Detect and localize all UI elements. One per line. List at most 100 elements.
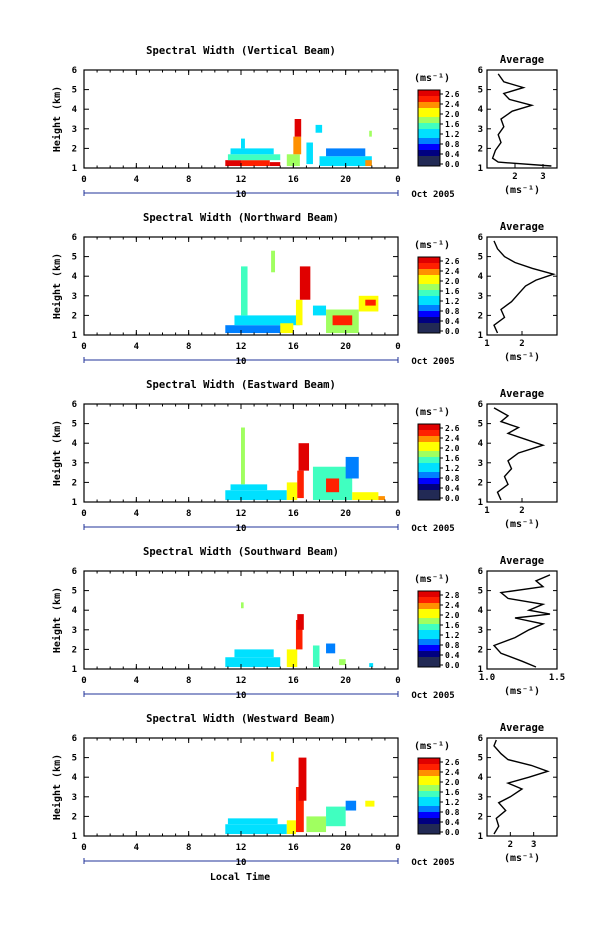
colorbar-swatch	[418, 308, 440, 312]
panel-2: Spectral Width (Northward Beam) Height (k…	[51, 212, 558, 367]
y-tick-label: 6	[72, 400, 77, 410]
colorbar-tick-label: 0.0	[445, 160, 460, 169]
colorbar-swatch	[418, 600, 440, 604]
colorbar-tick-label: 1.2	[445, 464, 460, 473]
colorbar-swatch	[418, 466, 440, 470]
colorbar-swatch	[418, 654, 440, 658]
average-x-tick-label: 1	[484, 506, 489, 516]
y-tick-label: 2	[72, 645, 77, 655]
average-y-tick-label: 6	[478, 233, 483, 243]
colorbar-tick-label: 2.0	[445, 444, 460, 453]
colorbar-swatch	[418, 785, 440, 789]
y-axis-label: Height (km)	[51, 86, 63, 152]
average-frame	[486, 236, 558, 336]
y-tick-label: 1	[72, 665, 77, 675]
y-tick-label: 4	[72, 773, 78, 783]
colorbar-tick-label: 2.4	[445, 267, 460, 276]
colorbar-swatch	[418, 633, 440, 637]
data-cell	[315, 124, 323, 133]
colorbar-swatch	[418, 806, 440, 810]
colorbar-swatch	[418, 141, 440, 145]
colorbar-frame	[417, 590, 441, 668]
x-tick-label: 16	[288, 342, 299, 352]
colorbar-tick-label: 0.8	[445, 808, 460, 817]
heatmap-cells	[225, 119, 372, 167]
data-cell	[306, 142, 313, 165]
average-profile-line	[493, 739, 550, 835]
colorbar-swatch	[418, 433, 440, 437]
colorbar-swatch	[418, 278, 440, 282]
data-cell	[319, 156, 372, 167]
colorbar-swatch	[418, 764, 440, 768]
y-axis-label: Height (km)	[51, 754, 63, 820]
colorbar-tick-label: 1.6	[445, 120, 460, 129]
colorbar-swatch	[418, 639, 440, 643]
y-tick-label: 6	[72, 567, 77, 577]
average-y-tick-label: 2	[478, 144, 483, 154]
colorbar-swatch	[418, 469, 440, 473]
colorbar-swatch	[418, 284, 440, 288]
colorbar-swatch	[418, 424, 440, 428]
colorbar-swatch	[418, 645, 440, 649]
data-cell	[241, 427, 245, 485]
colorbar-swatch	[418, 269, 440, 273]
data-cell	[345, 800, 357, 811]
colorbar-tick-label: 1.6	[445, 454, 460, 463]
colorbar-swatch	[418, 317, 440, 321]
average-x-tick-label: 2	[512, 172, 517, 182]
heatmap-cells	[225, 250, 379, 334]
data-cell	[241, 138, 245, 149]
average-y-tick-label: 4	[478, 606, 484, 616]
colorbar-swatch	[418, 320, 440, 324]
y-tick-label: 4	[72, 606, 78, 616]
y-tick-label: 1	[72, 832, 77, 842]
panel-title: Spectral Width (Westward Beam)	[146, 713, 336, 725]
data-cell	[297, 614, 304, 630]
x-tick-label: 4	[134, 175, 140, 185]
average-x-tick-label: 2	[519, 339, 524, 349]
x-tick-label: 0	[395, 843, 400, 853]
data-cell	[312, 305, 327, 316]
colorbar-swatch-min	[418, 490, 440, 500]
data-cell	[241, 160, 270, 167]
average-y-tick-label: 1	[478, 331, 483, 341]
colorbar-swatch	[418, 302, 440, 306]
colorbar-tick-label: 0.0	[445, 661, 460, 670]
data-cell	[225, 490, 287, 501]
average-x-tick-label: 1.0	[479, 673, 495, 683]
average-y-tick-label: 1	[478, 665, 483, 675]
colorbar-swatch	[418, 147, 440, 151]
x-tick-label: 0	[81, 843, 86, 853]
y-tick-label: 6	[72, 66, 77, 76]
colorbar-swatch	[418, 779, 440, 783]
colorbar-tick-label: 2.6	[445, 90, 460, 99]
average-frame	[486, 570, 558, 670]
colorbar-swatch	[418, 761, 440, 765]
data-cell	[269, 162, 281, 167]
colorbar-swatch	[418, 463, 440, 467]
data-cell	[295, 620, 303, 650]
colorbar-swatch	[418, 99, 440, 103]
data-cell	[298, 757, 307, 801]
colorbar-tick-label: 1.6	[445, 621, 460, 630]
heatmap-cells	[225, 427, 385, 501]
colorbar-tick-label: 2.0	[445, 778, 460, 787]
y-tick-label: 1	[72, 498, 77, 508]
data-cell	[286, 482, 298, 501]
y-axis-label: Height (km)	[51, 420, 63, 486]
colorbar-swatch	[418, 609, 440, 613]
data-cell	[312, 645, 320, 668]
colorbar-swatch	[418, 809, 440, 813]
data-cell	[294, 119, 302, 137]
average-title: Average	[500, 221, 544, 233]
colorbar-swatch	[418, 108, 440, 112]
colorbar-swatch	[418, 627, 440, 631]
average-units: (ms⁻¹)	[504, 686, 540, 697]
colorbar-swatch	[418, 454, 440, 458]
data-cell	[271, 751, 274, 762]
colorbar-tick-label: 0.8	[445, 307, 460, 316]
colorbar-swatch	[418, 144, 440, 148]
x-tick-label: 8	[186, 676, 191, 686]
y-tick-label: 1	[72, 331, 77, 341]
